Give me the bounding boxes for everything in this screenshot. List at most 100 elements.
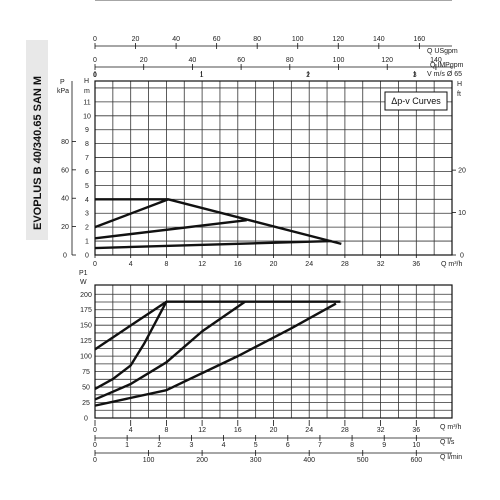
power-tick-label: 200 — [80, 292, 92, 299]
bottom-axis-tick-label: 16 — [234, 427, 242, 434]
bottom-axis-tick-label: 0 — [93, 427, 97, 434]
x-tick-label: 28 — [341, 261, 349, 268]
q-ls-axis-label: Q l/s — [440, 439, 455, 446]
bottom-axis-tick-label: 3 — [189, 442, 193, 449]
x-tick-label: 4 — [129, 261, 133, 268]
head-curve — [94, 239, 332, 250]
bottom-axis-tick-label: 2 — [157, 442, 161, 449]
h-m-tick-label: 0 — [85, 253, 89, 260]
power-tick-label: 75 — [82, 369, 90, 376]
x-tick-label: 20 — [270, 261, 278, 268]
top-axis-tick-label: 100 — [333, 57, 345, 64]
plot-frame — [94, 284, 453, 419]
impgpm-axis-label: Q IMPgpm — [430, 62, 464, 69]
h-m-tick-label: 2 — [85, 225, 89, 232]
bottom-axis-tick-label: 600 — [410, 457, 422, 464]
head-curve — [94, 219, 247, 240]
h-ft-axis-label: H — [457, 81, 462, 88]
h-m-tick-label: 5 — [85, 183, 89, 190]
bottom-axis-tick-label: 0 — [93, 442, 97, 449]
power-curve — [94, 301, 168, 390]
p-axis-label: P — [60, 79, 65, 86]
top-axis-tick-label: 80 — [286, 57, 294, 64]
power-tick-label: 125 — [80, 338, 92, 345]
bottom-axis-tick-label: 4 — [129, 427, 133, 434]
p1-axis-label: P1 — [79, 270, 88, 277]
bottom-axis-tick-label: 5 — [254, 442, 258, 449]
bottom-axis-tick-label: 8 — [164, 427, 168, 434]
head-curve — [94, 198, 169, 229]
bottom-axis-tick-label: 32 — [377, 427, 385, 434]
title-strip — [26, 40, 48, 240]
x-tick-label: 24 — [305, 261, 313, 268]
top-axis-tick-label: 1 — [200, 0, 204, 2]
top-axis-tick-label: 100 — [292, 36, 304, 43]
h-axis-label: H — [84, 78, 89, 85]
ft-unit-label: ft — [457, 91, 461, 98]
bottom-axis-tick-label: 100 — [143, 457, 155, 464]
top-axis-tick-label: 40 — [189, 57, 197, 64]
h-m-tick-label: 6 — [85, 169, 89, 176]
top-axis-tick-label: 20 — [132, 36, 140, 43]
ft-tick-label: 0 — [460, 253, 464, 260]
x-tick-label: 16 — [234, 261, 242, 268]
kpa-tick-label: 40 — [61, 196, 69, 203]
bottom-axis-tick-label: 12 — [198, 427, 206, 434]
velocity-axis-label: V m/s Ø 65 — [427, 71, 462, 78]
head-curve — [95, 198, 342, 246]
top-axis-tick-label: 140 — [373, 36, 385, 43]
watt-unit-label: W — [80, 279, 87, 286]
power-tick-label: 0 — [84, 416, 88, 423]
bottom-axis-tick-label: 10 — [412, 442, 420, 449]
power-tick-label: 100 — [80, 354, 92, 361]
bottom-axis-tick-label: 400 — [303, 457, 315, 464]
x-tick-label: 8 — [164, 261, 168, 268]
bottom-axis-tick-label: 0 — [93, 457, 97, 464]
top-axis-tick-label: 140 — [430, 57, 442, 64]
velocity-axis-tick-label: 3 — [413, 72, 417, 79]
top-axis-tick-label: 3 — [413, 0, 417, 2]
x-axis-label: Q m³/h — [441, 261, 462, 268]
x-tick-label: 32 — [377, 261, 385, 268]
x-tick-label: 0 — [93, 261, 97, 268]
bottom-axis-tick-label: 24 — [305, 427, 313, 434]
power-curve — [94, 302, 337, 407]
top-axis-tick-label: 120 — [332, 36, 344, 43]
kpa-tick-label: 80 — [61, 139, 69, 146]
top-axis-tick-label: 160 — [414, 36, 426, 43]
bottom-axis-tick-label: 1 — [125, 442, 129, 449]
top-axis-tick-label: 0 — [93, 0, 97, 2]
ft-tick-label: 20 — [458, 168, 466, 175]
h-m-tick-label: 10 — [83, 113, 91, 120]
top-axis-tick-label: 2 — [306, 0, 310, 2]
q-m3h-axis-label: Q m³/h — [440, 424, 461, 431]
top-axis-tick-label: 0 — [93, 57, 97, 64]
bottom-axis-tick-label: 6 — [286, 442, 290, 449]
bottom-axis-tick-label: 36 — [412, 427, 420, 434]
power-tick-label: 25 — [82, 400, 90, 407]
velocity-axis-tick-label: 1 — [200, 72, 204, 79]
velocity-axis-tick-label: 2 — [306, 72, 310, 79]
bottom-axis-tick-label: 200 — [196, 457, 208, 464]
power-curve — [94, 300, 246, 401]
h-m-tick-label: 7 — [85, 155, 89, 162]
h-unit-label: m — [84, 88, 90, 95]
bottom-axis-tick-label: 20 — [270, 427, 278, 434]
bottom-axis-tick-label: 4 — [222, 442, 226, 449]
h-m-tick-label: 1 — [85, 239, 89, 246]
chart-title: Δp-v Curves — [391, 96, 441, 106]
top-axis-tick-label: 120 — [381, 57, 393, 64]
top-axis-tick-label: 60 — [213, 36, 221, 43]
bottom-axis-tick-label: 28 — [341, 427, 349, 434]
bottom-axis-tick-label: 500 — [357, 457, 369, 464]
kpa-tick-label: 0 — [63, 253, 67, 260]
h-m-tick-label: 8 — [85, 141, 89, 148]
top-axis-tick-label: 60 — [237, 57, 245, 64]
bottom-axis-tick-label: 8 — [350, 442, 354, 449]
bottom-axis-tick-label: 7 — [318, 442, 322, 449]
h-m-tick-label: 11 — [83, 99, 90, 106]
usgpm-axis-label: Q USgpm — [427, 48, 458, 55]
head-chart-panel: 0 4 8 12 16 20 24 28 32 36 Q m³/h0 20 40 60 80 100 120 14… — [26, 0, 466, 268]
